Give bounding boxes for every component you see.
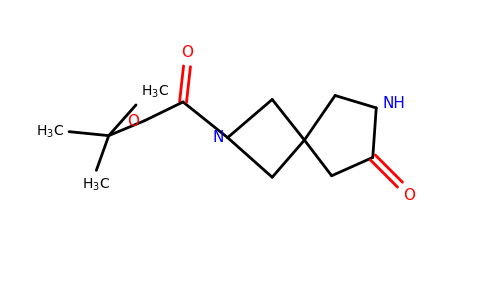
Text: O: O	[127, 114, 139, 129]
Text: H$_3$C: H$_3$C	[82, 176, 110, 193]
Text: N: N	[212, 130, 224, 145]
Text: H$_3$C: H$_3$C	[141, 84, 169, 100]
Text: H$_3$C: H$_3$C	[36, 124, 64, 140]
Text: O: O	[181, 45, 193, 60]
Text: O: O	[404, 188, 415, 203]
Text: NH: NH	[382, 96, 405, 111]
